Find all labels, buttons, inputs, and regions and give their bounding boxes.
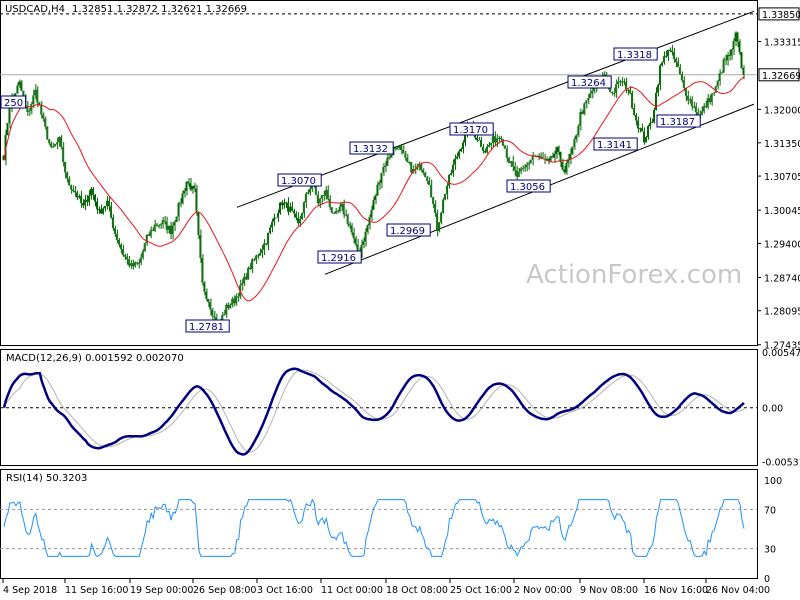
time-tick-label: 26 Nov 04:00 xyxy=(706,585,770,596)
macd-axis: 0.005478 0.00 -0.005314 xyxy=(762,348,800,468)
price-tick-label: 1.29400 xyxy=(764,239,800,250)
macd-tick-label: -0.005314 xyxy=(762,458,800,469)
price-callout-box xyxy=(0,95,27,109)
price-callout-label: 1.3132 xyxy=(353,144,388,155)
channel-upper-line xyxy=(236,10,755,208)
price-callout-box xyxy=(506,179,551,193)
rsi-levels xyxy=(0,508,757,550)
price-tick-label: 1.33315 xyxy=(764,37,800,48)
price-marker-label: 1.32669 xyxy=(762,71,800,82)
moving-average-line xyxy=(3,76,745,302)
price-reference-lines xyxy=(0,13,757,76)
macd-line xyxy=(2,367,745,456)
price-tick-label: 1.28740 xyxy=(764,273,800,284)
chart-title: USDCAD,H4 1.32851 1.32872 1.32621 1.3266… xyxy=(5,4,247,15)
price-callout-box xyxy=(567,75,612,89)
watermark: ActionForex.com xyxy=(526,260,742,290)
macd-title: MACD(12,26,9) 0.001592 0.002070 xyxy=(6,353,184,364)
price-marker-box xyxy=(758,68,800,82)
time-tick-label: 11 Oct 00:00 xyxy=(321,585,383,596)
price-tick-label: 1.27435 xyxy=(764,341,800,352)
price-callout-label: 1.3264 xyxy=(571,78,606,89)
price-tick-label: 1.30045 xyxy=(764,206,800,217)
price-callout-label: 1.2781 xyxy=(189,322,224,333)
time-tick-label: 9 Nov 08:00 xyxy=(580,585,638,596)
price-callout-box xyxy=(449,122,494,136)
time-tick-label: 2 Nov 00:00 xyxy=(514,585,572,596)
time-tick-label: 18 Oct 08:00 xyxy=(386,585,448,596)
rsi-tick-label: 70 xyxy=(764,505,776,516)
macd-tick-label: 0.005478 xyxy=(762,348,800,359)
price-callout-box xyxy=(386,223,431,237)
candlestick-series xyxy=(2,31,745,327)
price-callout-box xyxy=(277,173,322,187)
price-tick-label: 1.30705 xyxy=(764,172,800,183)
time-tick-label: 25 Oct 16:00 xyxy=(450,585,512,596)
rsi-tick-label: 30 xyxy=(764,545,776,556)
price-callout-label: 1.3070 xyxy=(281,176,316,187)
price-marker-label: 1.33850 xyxy=(762,10,800,21)
macd-signal-line xyxy=(3,369,745,453)
price-callouts: 1.2781 1.2916 1.2969 1.3070 1.3132 1.3170 1.30… xyxy=(0,47,701,333)
price-tick-label: 1.31350 xyxy=(764,139,800,150)
ohlc-label: 1.32851 1.32872 1.32621 1.32669 xyxy=(72,4,247,15)
macd-tick-label: 0.00 xyxy=(762,404,783,415)
price-callout-label: 250 xyxy=(4,98,23,109)
price-callout-box xyxy=(317,250,362,264)
time-tick-label: 11 Sep 16:00 xyxy=(65,585,128,596)
price-marker-box xyxy=(758,7,800,21)
price-callout-box xyxy=(593,137,638,151)
price-callout-label: 1.3187 xyxy=(660,117,695,128)
price-callout-label: 1.2916 xyxy=(321,253,356,264)
price-callout-label: 1.3141 xyxy=(597,140,632,151)
price-callout-label: 1.3170 xyxy=(453,125,488,136)
price-tick-label: 1.28095 xyxy=(764,307,800,318)
rsi-title: RSI(14) 50.3203 xyxy=(6,473,87,484)
symbol-label: USDCAD,H4 xyxy=(5,4,65,15)
time-tick-label: 19 Sep 00:00 xyxy=(130,585,193,596)
price-axis: 1.33315 1.32000 1.31350 1.30705 1.30045 1.294… xyxy=(757,7,800,352)
rsi-line xyxy=(3,498,745,557)
price-callout-label: 1.3318 xyxy=(617,50,652,61)
time-axis: 4 Sep 2018 11 Sep 16:00 19 Sep 00:00 26 Sep… xyxy=(2,578,770,596)
price-callout-label: 1.3056 xyxy=(510,182,545,193)
time-tick-label: 26 Sep 08:00 xyxy=(193,585,256,596)
rsi-axis: 100 70 30 0 xyxy=(764,476,782,585)
time-tick-label: 16 Nov 16:00 xyxy=(644,585,708,596)
rsi-panel xyxy=(0,469,758,579)
price-callout-box xyxy=(656,114,701,128)
price-callout-label: 1.2969 xyxy=(390,226,425,237)
time-tick-label: 4 Sep 2018 xyxy=(3,585,57,596)
rsi-tick-label: 100 xyxy=(764,476,782,487)
time-tick-label: 3 Oct 16:00 xyxy=(257,585,313,596)
price-callout-box xyxy=(349,141,394,155)
price-callout-box xyxy=(613,47,658,61)
price-tick-label: 1.32000 xyxy=(764,105,800,116)
rsi-tick-label: 0 xyxy=(764,574,770,585)
price-callout-box xyxy=(185,319,230,333)
